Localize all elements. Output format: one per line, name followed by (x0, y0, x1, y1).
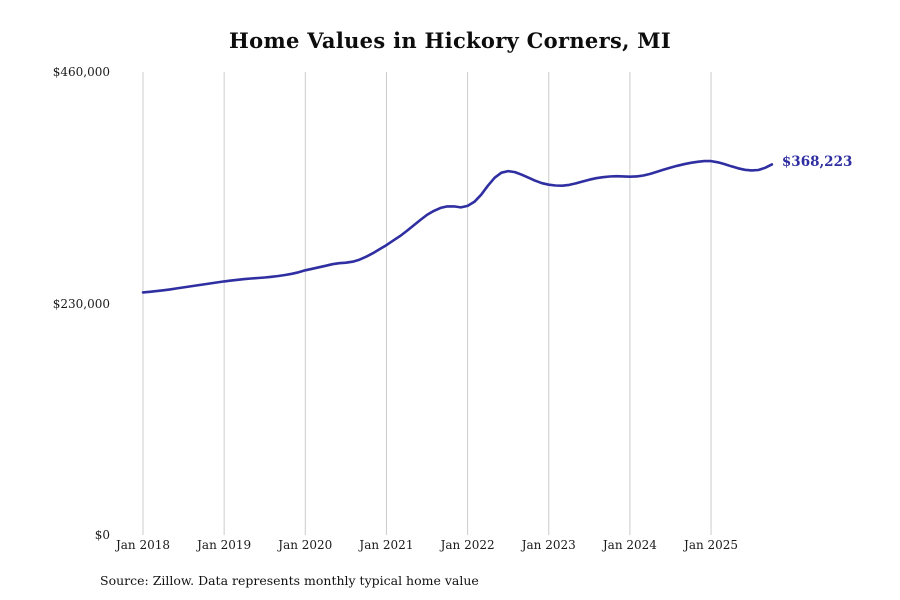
chart-title: Home Values in Hickory Corners, MI (229, 28, 671, 53)
x-tick-label: Jan 2023 (521, 538, 576, 552)
home-values-line (141, 159, 774, 294)
y-tick-label: $0 (94, 528, 110, 542)
x-tick-label: Jan 2018 (115, 538, 171, 552)
x-tick-label: Jan 2022 (440, 538, 495, 552)
x-tick-label: Jan 2024 (602, 538, 657, 552)
x-tick-label: Jan 2020 (278, 538, 333, 552)
x-tick-label: Jan 2021 (359, 538, 414, 552)
x-tick-label: Jan 2019 (197, 538, 252, 552)
y-tick-label: $230,000 (52, 296, 110, 311)
y-tick-label: $460,000 (52, 65, 110, 79)
x-tick-label: Jan 2025 (684, 538, 739, 552)
source-note: Source: Zillow. Data represents monthly … (100, 573, 479, 588)
latest-value-label: $368,223 (781, 154, 853, 171)
